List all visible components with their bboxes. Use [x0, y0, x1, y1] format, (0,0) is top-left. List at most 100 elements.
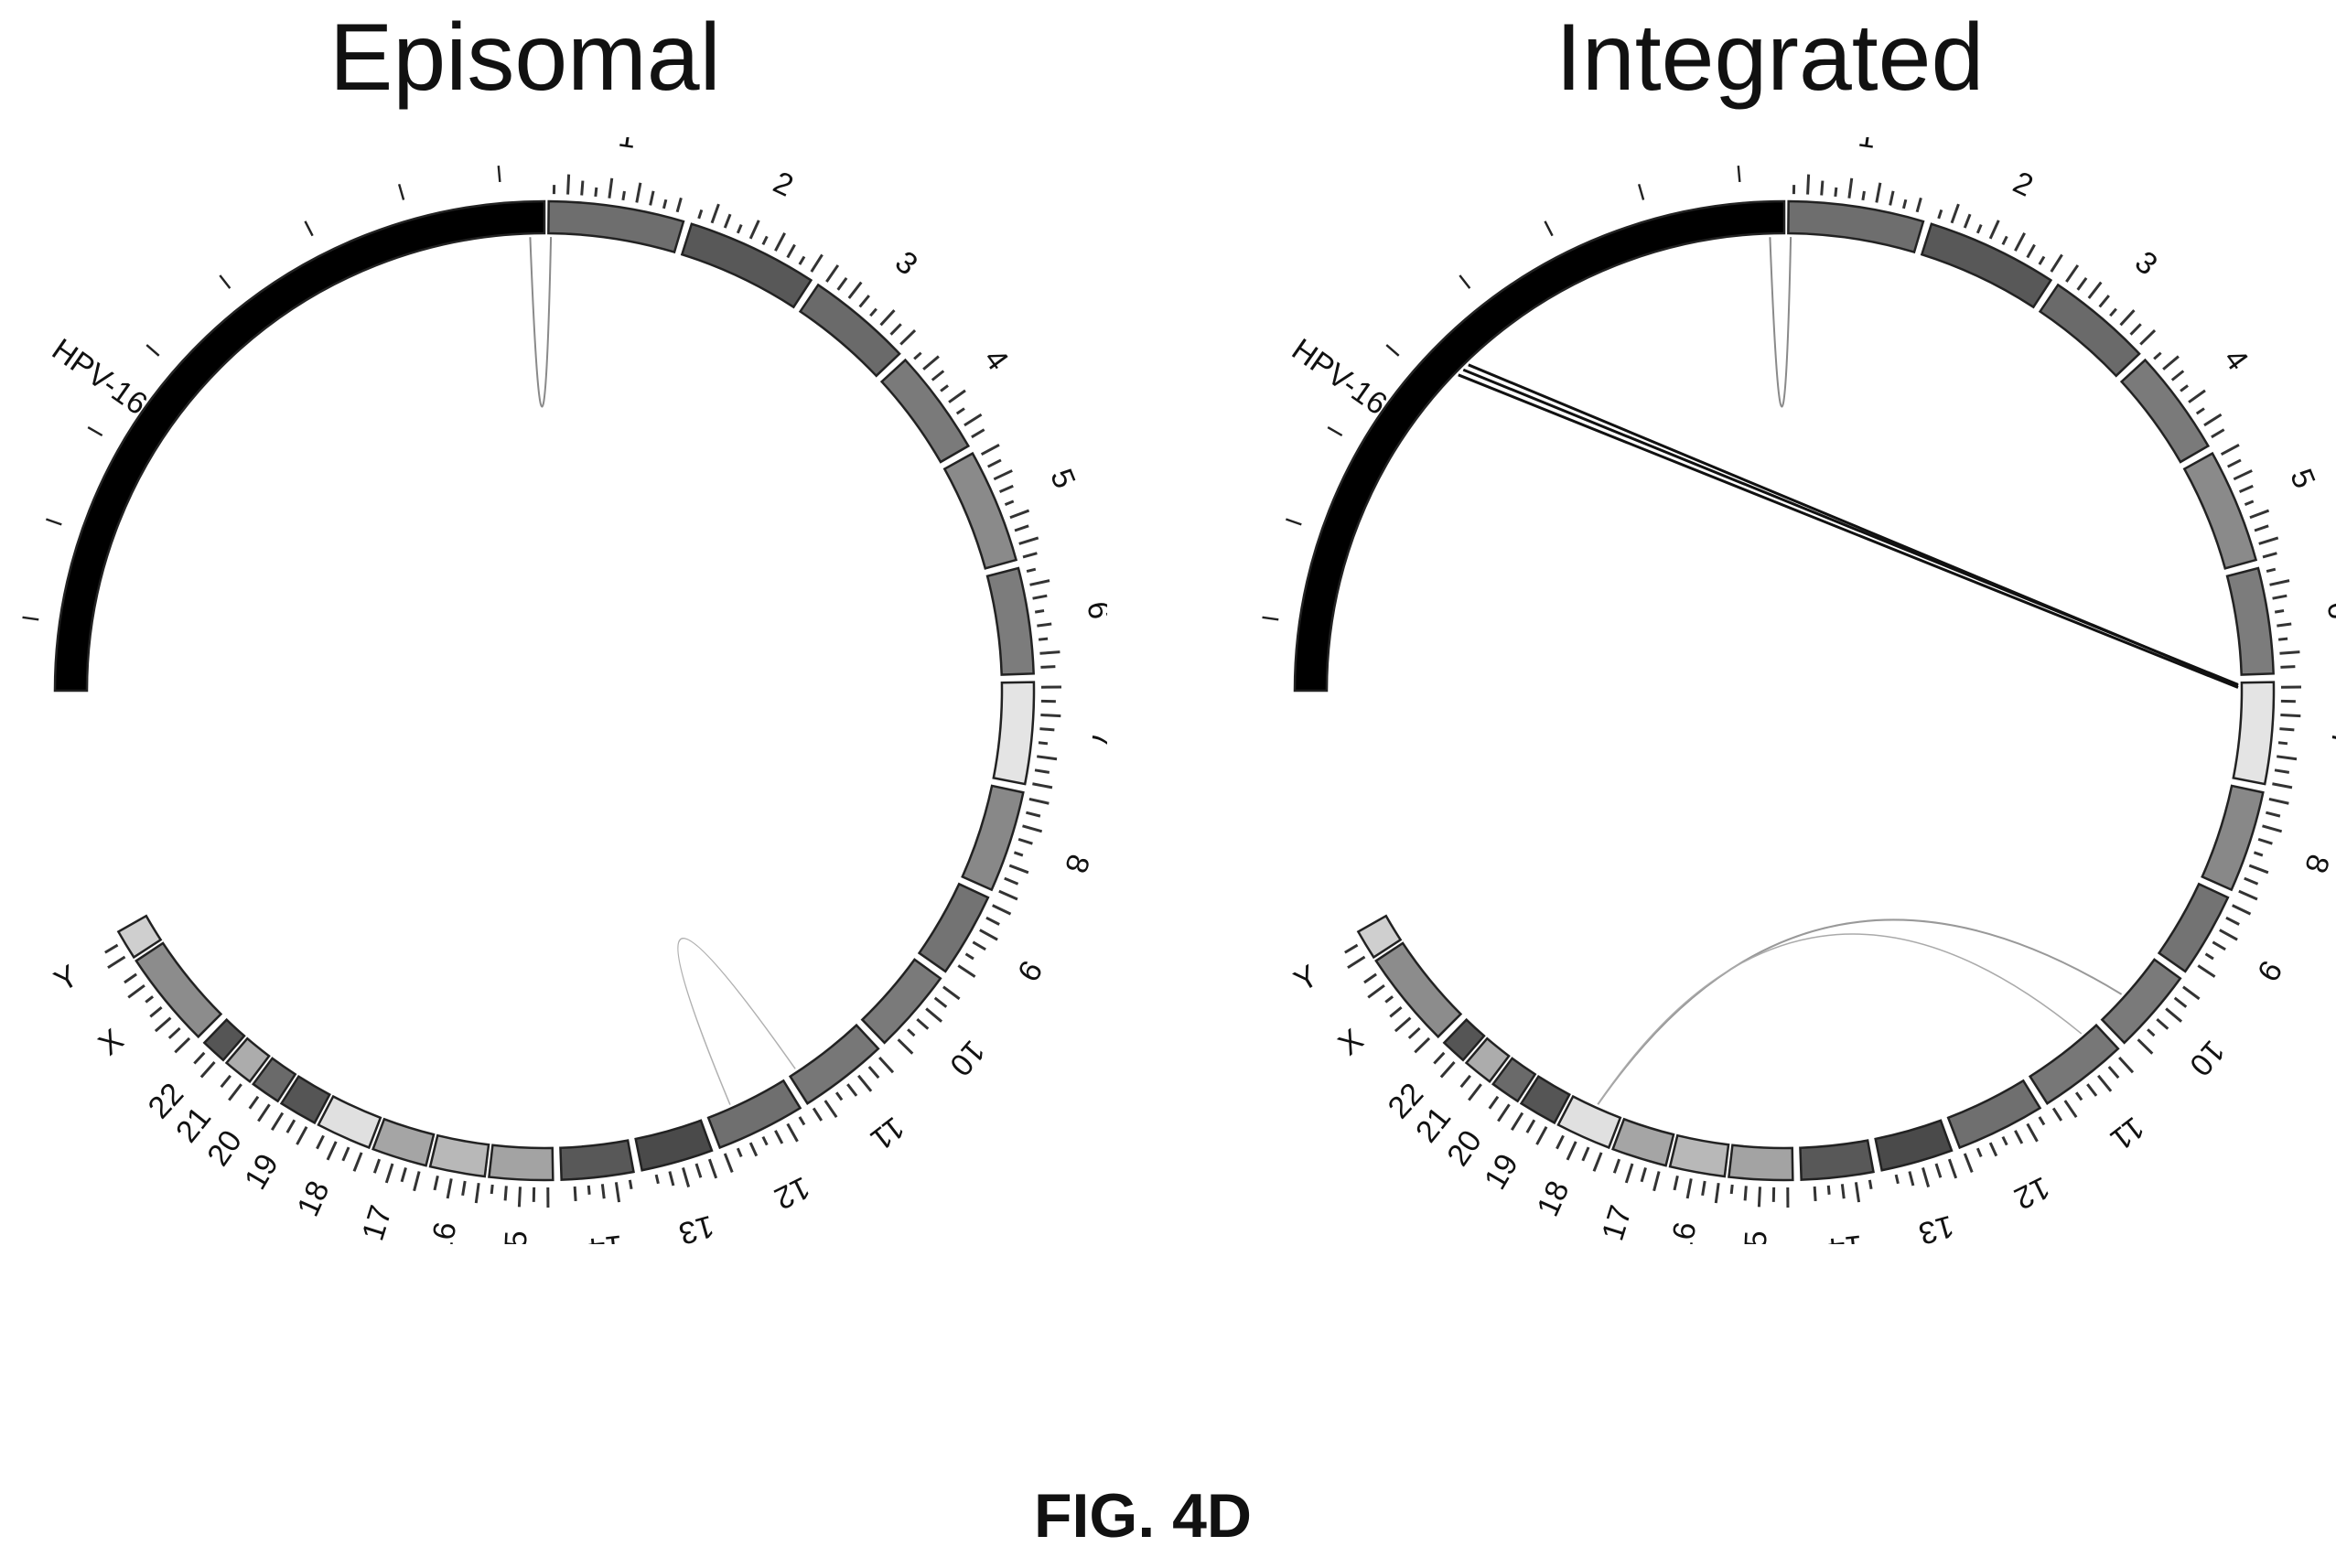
tick-mark: [1008, 864, 1029, 875]
tick-mark: [2280, 714, 2301, 718]
segment-4: [879, 358, 971, 464]
tick-mark: [1439, 1061, 1456, 1079]
segment-5: [942, 451, 1018, 570]
tick-mark: [228, 1083, 242, 1101]
tick-mark: [748, 1142, 759, 1157]
segment-label-17: 17: [1595, 1201, 1639, 1244]
tick-mark: [1826, 1185, 1831, 1195]
segment-label-x: X: [1332, 1022, 1371, 1062]
segment-5: [2182, 451, 2258, 570]
segment-label-11: 11: [864, 1110, 910, 1157]
segment-18: [317, 1094, 382, 1150]
link-18-11: [1597, 933, 2083, 1105]
tick-mark: [1640, 1167, 1647, 1183]
segment-16: [428, 1133, 490, 1178]
hpv-tick-label: I: [214, 269, 236, 295]
segment-x: [1374, 941, 1463, 1039]
tick-mark: [2277, 741, 2288, 746]
tick-mark: [972, 940, 986, 951]
segment-17: [1611, 1117, 1675, 1167]
tick-mark: [1394, 1016, 1412, 1033]
tick-mark: [963, 413, 983, 427]
segment-label-13: 13: [1915, 1208, 1958, 1244]
tick-mark: [2253, 851, 2264, 857]
segment-9: [917, 882, 990, 973]
segment-label-14: 14: [587, 1228, 625, 1244]
segment-label-16: 16: [423, 1219, 463, 1244]
tick-mark: [2086, 1083, 2098, 1097]
segment-6: [2225, 566, 2275, 676]
tick-mark: [257, 1103, 271, 1122]
segment-11: [2028, 1023, 2120, 1105]
segment-label-15: 15: [1738, 1230, 1774, 1244]
tick-mark: [1840, 1184, 1846, 1199]
tick-mark: [167, 1026, 181, 1039]
tick-mark: [1038, 741, 1049, 746]
tick-mark: [1022, 824, 1043, 833]
tick-mark: [2038, 255, 2046, 265]
tick-mark: [748, 220, 760, 240]
tick-mark: [1834, 187, 1838, 198]
tick-mark: [907, 1028, 916, 1037]
tick-mark: [2129, 323, 2142, 336]
tick-mark: [2258, 536, 2279, 545]
tick-mark: [621, 190, 626, 201]
tick-mark: [1592, 1152, 1603, 1172]
segment-label-18: 18: [1531, 1176, 1577, 1221]
segment-label-7: 7: [2324, 729, 2336, 749]
segment-7: [992, 681, 1036, 786]
tick-mark: [1034, 609, 1045, 614]
segment-1: [1787, 199, 1925, 254]
tick-mark: [433, 1176, 439, 1191]
tick-mark: [1820, 180, 1825, 196]
tick-mark: [2248, 864, 2269, 875]
tick-mark: [1032, 594, 1048, 600]
tick-mark: [1017, 837, 1033, 845]
segment-label-y: Y: [1288, 959, 1324, 999]
tick-mark: [1908, 1171, 1915, 1187]
tick-mark: [1009, 509, 1030, 520]
tick-mark: [1384, 995, 1394, 1004]
tick-mark: [889, 323, 902, 336]
tick-mark: [2051, 1107, 2063, 1122]
tick-mark: [2266, 567, 2277, 574]
tick-mark: [1032, 782, 1053, 789]
tick-mark: [668, 1171, 675, 1187]
segment-4: [2119, 358, 2211, 464]
segment-label-13: 13: [675, 1208, 718, 1244]
tick-mark: [1488, 1095, 1500, 1110]
tick-mark: [1407, 1026, 1421, 1039]
tick-mark: [400, 1167, 407, 1183]
tick-mark: [1868, 1179, 1873, 1190]
tick-mark: [916, 1017, 930, 1030]
tick-mark: [1963, 213, 1972, 229]
tick-mark: [2232, 904, 2252, 916]
tick-mark: [2014, 1130, 2024, 1144]
tick-mark: [1414, 1036, 1431, 1054]
tick-mark: [2274, 768, 2290, 774]
tick-mark: [2180, 384, 2189, 392]
tick-mark: [2098, 295, 2110, 308]
tick-mark: [2153, 351, 2162, 360]
tick-mark: [149, 1005, 163, 1018]
segment-label-12: 12: [2008, 1169, 2055, 1216]
tick-mark: [104, 943, 119, 954]
segment-label-9: 9: [1010, 954, 1049, 986]
segment-13: [1874, 1119, 1954, 1172]
tick-mark: [446, 1178, 453, 1199]
tick-mark: [2268, 797, 2289, 805]
tick-mark: [2107, 1066, 2120, 1079]
tick-mark: [220, 1074, 231, 1089]
tick-mark: [2065, 264, 2080, 283]
tick-mark: [1037, 755, 1058, 761]
tick-mark: [1854, 1182, 1861, 1203]
tick-mark: [2001, 1135, 2008, 1146]
tick-mark: [474, 1183, 480, 1204]
tick-mark: [1367, 984, 1385, 999]
hpv-tick-label: I: [81, 422, 109, 441]
tick-mark: [654, 1174, 660, 1185]
tick-mark: [1040, 665, 1056, 669]
figure-label: FIG. 4D: [1034, 1481, 1253, 1551]
tick-mark: [270, 1112, 285, 1131]
segment-label-2: 2: [2008, 165, 2038, 203]
